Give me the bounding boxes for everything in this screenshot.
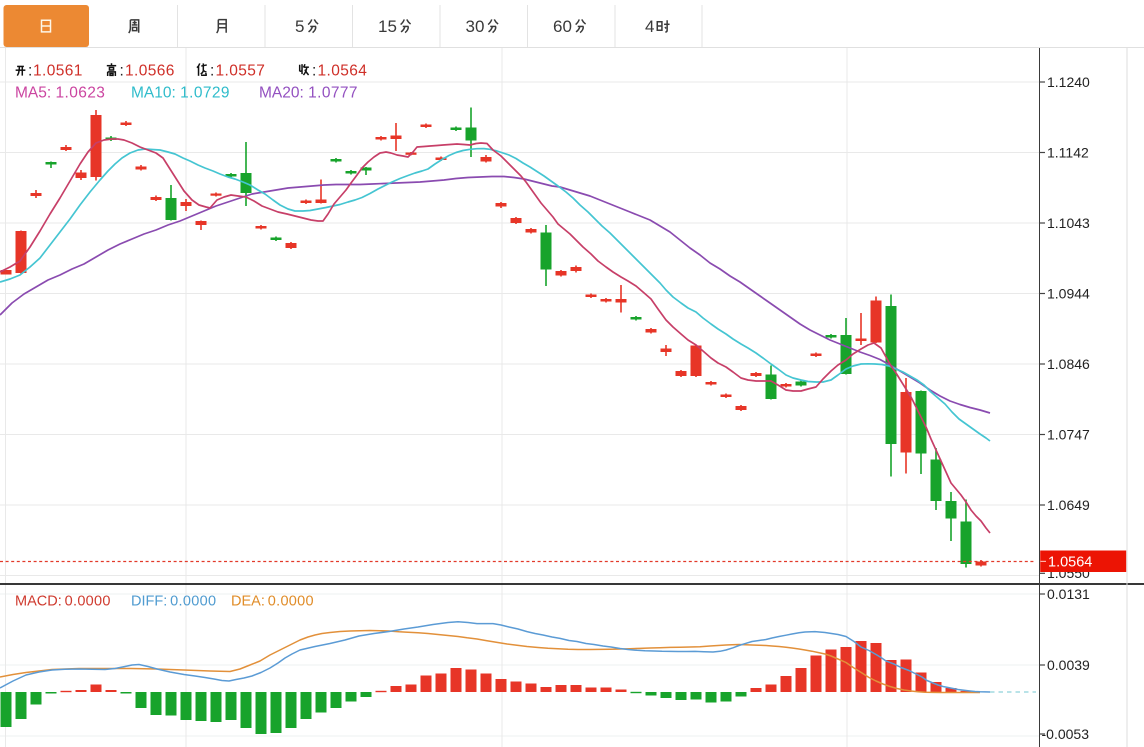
- svg-text:4: 4: [645, 17, 654, 36]
- svg-text::: :: [312, 63, 316, 80]
- svg-text:0.0131: 0.0131: [1047, 586, 1090, 602]
- svg-text:1.0557: 1.0557: [216, 63, 266, 80]
- svg-text:MA5: 1.0623: MA5: 1.0623: [15, 85, 105, 102]
- svg-text:60: 60: [553, 17, 572, 36]
- svg-text:MACD: 0.0000: MACD: 0.0000: [15, 594, 111, 610]
- svg-text:-0.0053: -0.0053: [1042, 726, 1090, 742]
- svg-text:1.0649: 1.0649: [1047, 497, 1090, 513]
- svg-text:MA20: 1.0777: MA20: 1.0777: [259, 85, 358, 102]
- svg-text:1.1240: 1.1240: [1047, 74, 1090, 90]
- svg-text:30: 30: [466, 17, 485, 36]
- svg-text::: :: [28, 63, 32, 80]
- svg-text:1.0566: 1.0566: [125, 63, 175, 80]
- svg-text:MA10: 1.0729: MA10: 1.0729: [131, 85, 230, 102]
- svg-text:DEA: 0.0000: DEA: 0.0000: [231, 594, 314, 610]
- svg-text:1.0846: 1.0846: [1047, 356, 1090, 372]
- svg-text:1.0564: 1.0564: [1048, 555, 1092, 571]
- svg-text:1.1142: 1.1142: [1047, 144, 1089, 160]
- svg-text:5: 5: [295, 17, 304, 36]
- svg-text:DIFF: 0.0000: DIFF: 0.0000: [131, 594, 216, 610]
- svg-text:15: 15: [378, 17, 397, 36]
- svg-text:0.0039: 0.0039: [1047, 657, 1090, 673]
- svg-text:1.0944: 1.0944: [1047, 285, 1090, 301]
- svg-text:1.1043: 1.1043: [1047, 215, 1090, 231]
- svg-text:1.0747: 1.0747: [1047, 426, 1090, 442]
- svg-text:1.0564: 1.0564: [318, 63, 368, 80]
- svg-text::: :: [120, 63, 124, 80]
- svg-text:1.0561: 1.0561: [33, 63, 83, 80]
- svg-text::: :: [210, 63, 214, 80]
